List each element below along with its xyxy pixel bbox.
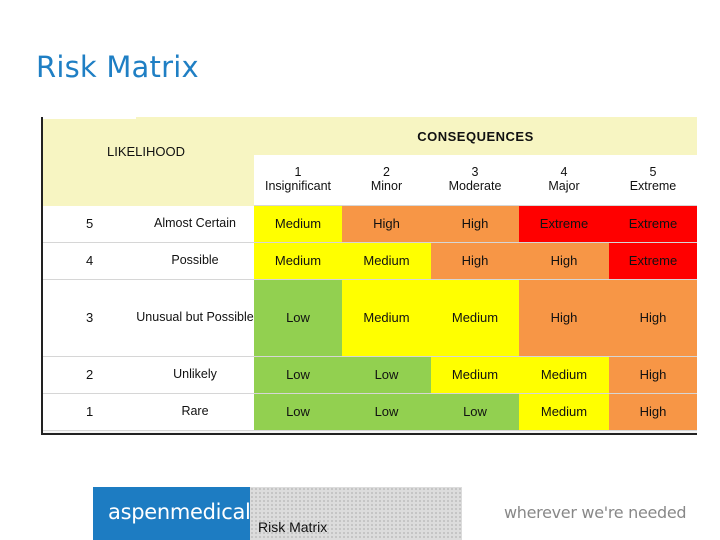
risk-rating-cell: Low (254, 280, 342, 357)
likelihood-number: 1 (43, 394, 136, 431)
risk-rating-cell: Low (342, 357, 431, 394)
risk-rating-cell: Medium (431, 280, 519, 357)
risk-rating-cell: High (519, 243, 609, 280)
footer-tagline: wherever we're needed (504, 503, 687, 522)
footer-tagline-panel (462, 487, 720, 540)
consequence-header-1: 1 Insignificant (254, 155, 342, 206)
likelihood-label: LIKELIHOOD (107, 144, 186, 159)
risk-rating-cell: Low (254, 357, 342, 394)
risk-rating-cell: Medium (254, 206, 342, 243)
footer-brand-panel (93, 487, 270, 540)
risk-rating-cell: High (519, 280, 609, 357)
risk-rating-cell: Medium (342, 243, 431, 280)
risk-rating-cell: High (431, 206, 519, 243)
risk-rating-cell: Medium (519, 357, 609, 394)
consequence-number: 1 (294, 165, 302, 180)
consequence-header-2: 2 Minor (342, 155, 431, 206)
risk-rating-cell: Medium (431, 357, 519, 394)
consequence-name: Moderate (448, 179, 502, 193)
likelihood-description: Almost Certain (136, 206, 254, 243)
likelihood-header: LIKELIHOOD (43, 117, 254, 206)
risk-rating-cell: Low (254, 394, 342, 431)
likelihood-description: Unlikely (136, 357, 254, 394)
slide-title: Risk Matrix (36, 50, 199, 84)
brand-logo: aspenmedical (108, 500, 251, 524)
risk-rating-cell: Medium (519, 394, 609, 431)
consequence-name: Minor (370, 179, 403, 193)
risk-rating-cell: High (342, 206, 431, 243)
consequence-header-5: 5 Extreme (609, 155, 697, 206)
footer-pattern-panel (250, 487, 462, 540)
consequence-number: 3 (471, 165, 479, 180)
consequence-header-3: 3 Moderate (431, 155, 519, 206)
consequence-name: Insignificant (264, 179, 331, 193)
consequence-name: Major (548, 179, 580, 193)
risk-rating-cell: High (609, 280, 697, 357)
risk-rating-cell: Extreme (609, 206, 697, 243)
risk-rating-cell: High (609, 394, 697, 431)
risk-rating-cell: Low (431, 394, 519, 431)
consequence-name: Extreme (629, 179, 677, 193)
risk-rating-cell: High (609, 357, 697, 394)
consequences-header: CONSEQUENCES (254, 117, 697, 155)
likelihood-number: 2 (43, 357, 136, 394)
likelihood-number: 5 (43, 206, 136, 243)
risk-rating-cell: Medium (254, 243, 342, 280)
likelihood-description: Possible (136, 243, 254, 280)
risk-rating-cell: Extreme (519, 206, 609, 243)
likelihood-number: 3 (43, 280, 136, 357)
likelihood-description: Rare (136, 394, 254, 431)
consequence-number: 4 (560, 165, 568, 180)
consequence-number: 5 (649, 165, 657, 180)
risk-rating-cell: Medium (342, 280, 431, 357)
risk-rating-cell: Low (342, 394, 431, 431)
footer-title: Risk Matrix (258, 519, 328, 535)
consequence-header-4: 4 Major (519, 155, 609, 206)
consequence-number: 2 (383, 165, 390, 180)
risk-rating-cell: Extreme (609, 243, 697, 280)
likelihood-number: 4 (43, 243, 136, 280)
likelihood-description: Unusual but Possible (136, 280, 254, 357)
risk-rating-cell: High (431, 243, 519, 280)
risk-matrix-table: LIKELIHOOD CONSEQUENCES 1 Insignificant 2 M… (41, 117, 697, 435)
